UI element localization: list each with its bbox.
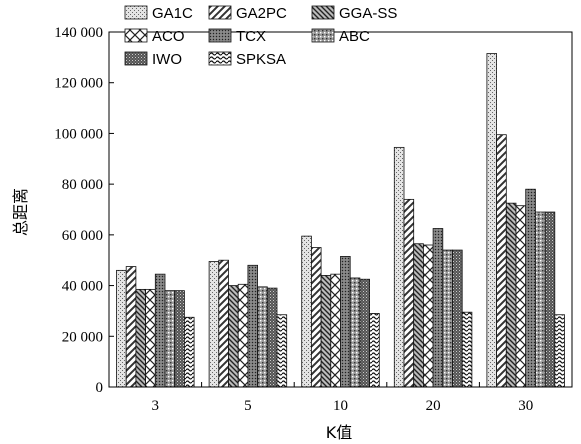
- legend-swatch-spksa: [208, 51, 232, 66]
- bar-ga1c-k3: [116, 269, 127, 388]
- y-tick-label: 60 000: [62, 228, 103, 244]
- bar-tcx-k10: [340, 256, 351, 388]
- y-tick-label: 140 000: [54, 25, 103, 41]
- bar-ga2pc-k20: [403, 198, 415, 388]
- x-tick-label: 3: [152, 398, 160, 414]
- legend-label-abc: ABC: [339, 28, 370, 45]
- bar-abc-k3: [164, 290, 176, 388]
- bar-gga-ss-k3: [135, 288, 146, 388]
- bar-tcx-k5: [247, 264, 258, 388]
- legend-swatch-aco: [124, 28, 148, 43]
- bar-spksa-k20: [461, 311, 473, 388]
- bar-aco-k5: [237, 283, 249, 388]
- bar-ga1c-k10: [301, 235, 312, 388]
- legend-swatch-ga1c: [124, 5, 148, 20]
- y-tick-label: 80 000: [62, 177, 103, 193]
- bar-aco-k3: [145, 288, 156, 388]
- bar-tcx-k30: [525, 188, 536, 388]
- bar-iwo-k30: [544, 211, 556, 388]
- legend-swatch-tcx: [208, 28, 232, 43]
- x-tick-label: 30: [518, 398, 533, 414]
- bar-ga1c-k5: [208, 261, 220, 388]
- legend-label-ga1c: GA1C: [152, 5, 193, 22]
- bar-tcx-k20: [432, 228, 444, 388]
- legend-label-gga-ss: GGA-SS: [339, 5, 397, 22]
- bar-abc-k30: [535, 211, 546, 388]
- y-tick-label: 40 000: [62, 279, 103, 295]
- bar-aco-k30: [515, 205, 527, 388]
- legend-label-tcx: TCX: [236, 28, 266, 45]
- legend-label-aco: ACO: [152, 28, 185, 45]
- bars-group: [116, 53, 565, 388]
- bar-spksa-k5: [276, 314, 288, 388]
- bar-ga2pc-k10: [310, 247, 322, 388]
- y-tick-label: 100 000: [54, 126, 103, 142]
- bar-ga2pc-k5: [218, 259, 229, 388]
- bar-ga1c-k20: [393, 146, 405, 388]
- bar-iwo-k20: [452, 249, 463, 388]
- legend-swatch-gga-ss: [311, 5, 335, 20]
- bar-abc-k10: [349, 277, 361, 388]
- bar-spksa-k10: [369, 313, 380, 388]
- bar-gga-ss-k30: [505, 202, 517, 388]
- y-tick-label: 0: [96, 380, 104, 396]
- legend-swatch-abc: [311, 28, 335, 43]
- legend: GA1C GA2PC GGA-SS ACO TCX ABC IWO SPKSA: [124, 5, 397, 68]
- y-axis-title: 总距离: [11, 188, 30, 236]
- x-tick-label: 20: [426, 398, 441, 414]
- bar-gga-ss-k5: [228, 285, 239, 388]
- bar-spksa-k30: [554, 314, 565, 388]
- bar-gga-ss-k20: [413, 243, 424, 388]
- legend-label-ga2pc: GA2PC: [236, 5, 287, 22]
- bar-ga1c-k30: [486, 53, 497, 388]
- legend-swatch-ga2pc: [208, 5, 232, 20]
- bar-aco-k20: [422, 244, 434, 388]
- y-tick-label: 20 000: [62, 329, 103, 345]
- legend-label-iwo: IWO: [152, 51, 182, 68]
- bar-spksa-k3: [183, 316, 195, 388]
- y-tick-label: 120 000: [54, 76, 103, 92]
- bar-abc-k20: [442, 249, 453, 388]
- bar-aco-k10: [330, 273, 341, 388]
- axes: 0 20 000 40 000 60 000 80 000 100 000 120 000 1…: [54, 25, 573, 414]
- bar-iwo-k10: [359, 278, 370, 388]
- bar-ga2pc-k30: [496, 134, 507, 388]
- plot-frame: [108, 31, 573, 388]
- x-axis-title: K值: [326, 423, 353, 442]
- legend-swatch-iwo: [124, 51, 148, 66]
- x-tick-label: 10: [333, 398, 348, 414]
- bar-abc-k5: [257, 286, 268, 388]
- bar-ga2pc-k3: [125, 266, 137, 388]
- bar-tcx-k3: [154, 273, 166, 388]
- bar-iwo-k3: [174, 290, 185, 388]
- bar-iwo-k5: [266, 287, 278, 388]
- x-tick-label: 5: [244, 398, 252, 414]
- bar-gga-ss-k10: [320, 275, 332, 388]
- legend-label-spksa: SPKSA: [236, 51, 286, 68]
